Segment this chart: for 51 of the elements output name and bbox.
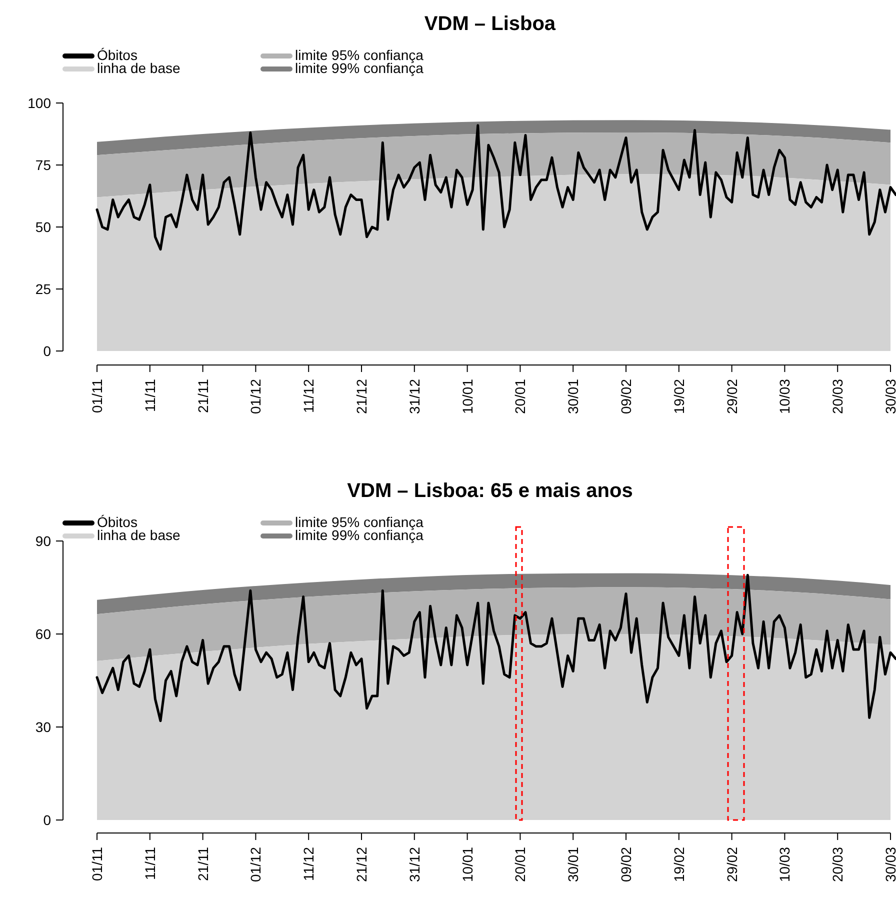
x-tick-label: 31/12 (406, 846, 422, 882)
x-tick-label: 30/01 (565, 846, 582, 882)
line-series (96, 124, 896, 251)
line-series (96, 574, 896, 722)
x-tick-label: 01/11 (89, 378, 105, 413)
x-tick-label: 10/01 (459, 378, 476, 414)
legend-label: Óbitos (97, 47, 138, 63)
chart-title: VDM – Lisboa: 65 e mais anos (347, 480, 633, 502)
x-tick-label: 19/02 (670, 378, 687, 414)
x-tick-label: 10/01 (459, 846, 476, 882)
x-tick-label: 30/01 (565, 378, 582, 414)
x-tick-label: 11/11 (142, 846, 158, 880)
x-tick-label: 29/02 (724, 378, 740, 414)
y-tick-label: 30 (35, 719, 52, 735)
y-tick-label: 0 (43, 812, 52, 828)
x-tick-label: 11/12 (300, 846, 317, 881)
x-tick-label: 30/03 (882, 846, 896, 882)
x-tick-label: 09/02 (618, 846, 634, 882)
x-tick-label: 20/01 (512, 378, 528, 414)
x-tick-label: 01/11 (89, 846, 105, 881)
x-tick-label: 31/12 (406, 378, 422, 414)
legend-label: linha de base (97, 60, 181, 76)
x-tick-label: 11/11 (142, 378, 158, 412)
x-tick-label: 10/03 (776, 846, 793, 882)
y-tick-label: 50 (35, 219, 52, 235)
y-tick-label: 25 (35, 281, 52, 297)
y-tick-label: 60 (35, 626, 52, 642)
x-tick-label: 29/02 (724, 846, 740, 882)
x-tick-label: 01/12 (248, 378, 264, 414)
x-tick-label: 20/03 (830, 378, 846, 414)
x-tick-label: 21/12 (354, 846, 370, 882)
y-tick-label: 0 (43, 343, 52, 359)
x-tick-label: 20/01 (512, 846, 528, 882)
x-tick-label: 01/12 (248, 846, 264, 882)
y-tick-label: 100 (28, 95, 52, 111)
legend-label: limite 95% confiança (295, 514, 424, 530)
x-tick-label: 11/12 (300, 378, 317, 413)
x-tick-label: 19/02 (670, 846, 687, 882)
x-tick-label: 21/11 (194, 846, 211, 881)
x-tick-label: 21/12 (354, 378, 370, 414)
x-tick-label: 30/03 (882, 378, 896, 414)
legend-label: linha de base (97, 527, 181, 543)
x-tick-label: 20/03 (830, 846, 846, 882)
legend-label: limite 95% confiança (295, 47, 424, 63)
legend-label: Óbitos (97, 514, 138, 530)
x-tick-label: 10/03 (776, 378, 793, 414)
x-tick-label: 21/11 (194, 378, 211, 413)
y-tick-label: 90 (35, 533, 52, 549)
chart-title: VDM – Lisboa (424, 13, 556, 35)
x-tick-label: 09/02 (618, 378, 634, 414)
y-tick-label: 75 (35, 157, 52, 173)
